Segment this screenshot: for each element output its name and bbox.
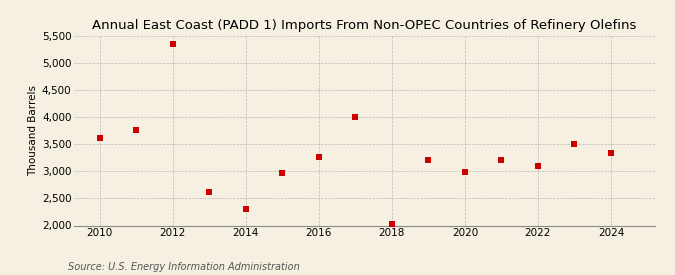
Text: Source: U.S. Energy Information Administration: Source: U.S. Energy Information Administ… — [68, 262, 299, 272]
Point — [460, 170, 470, 174]
Point — [277, 170, 288, 175]
Title: Annual East Coast (PADD 1) Imports From Non-OPEC Countries of Refinery Olefins: Annual East Coast (PADD 1) Imports From … — [92, 19, 637, 32]
Point — [131, 128, 142, 132]
Point — [240, 207, 251, 211]
Point — [569, 142, 580, 146]
Point — [423, 158, 434, 163]
Point — [533, 163, 543, 168]
Point — [313, 155, 324, 160]
Point — [387, 222, 398, 226]
Point — [95, 136, 105, 140]
Y-axis label: Thousand Barrels: Thousand Barrels — [28, 85, 38, 176]
Point — [496, 158, 507, 162]
Point — [605, 151, 616, 156]
Point — [204, 190, 215, 195]
Point — [167, 42, 178, 46]
Point — [350, 115, 360, 119]
